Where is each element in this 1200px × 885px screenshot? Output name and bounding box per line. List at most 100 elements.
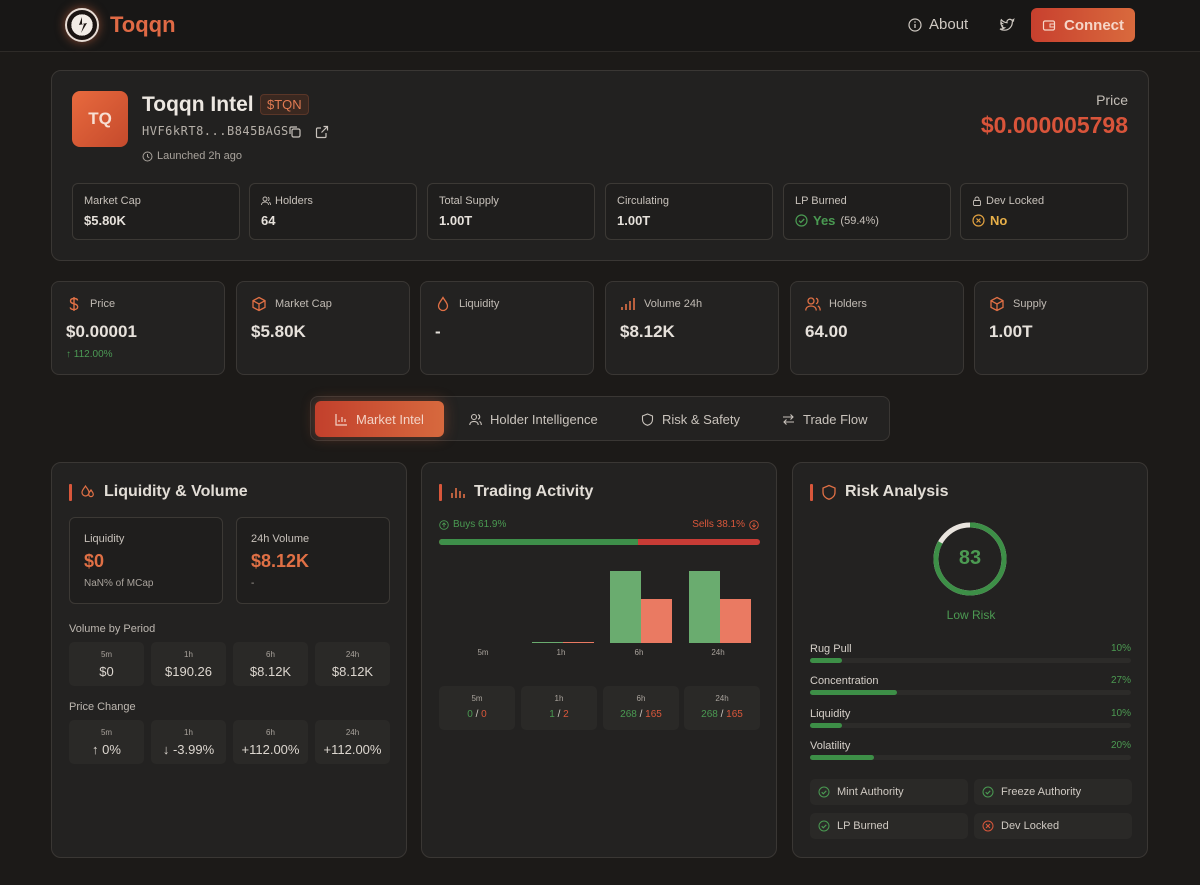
- check-label: Mint Authority: [837, 786, 904, 798]
- price-label: Price: [1096, 92, 1128, 108]
- users-icon: [469, 413, 482, 425]
- cell-value: $8.12K: [331, 664, 374, 679]
- cell-period: 5m: [471, 694, 483, 703]
- separator: /: [636, 709, 646, 720]
- brand-logo-icon[interactable]: [65, 8, 99, 42]
- users-icon: [805, 297, 821, 311]
- connect-label: Connect: [1064, 16, 1124, 34]
- x-tick-label: 6h: [634, 648, 644, 657]
- token-address: HVF6kRT8...B845BAGS: [142, 124, 289, 138]
- stat-value: No: [990, 213, 1008, 228]
- stat-dev-locked: Dev Locked No: [960, 183, 1128, 240]
- check-label: LP Burned: [837, 820, 889, 832]
- tab-market-intel[interactable]: Market Intel: [315, 401, 444, 437]
- cell-period: 24h: [345, 728, 360, 737]
- stat-circulating: Circulating 1.00T: [605, 183, 773, 240]
- brand-name[interactable]: Toqqn: [110, 12, 176, 37]
- factor-fill: [810, 658, 843, 663]
- stat-lp-burned: LP Burned Yes (59.4%): [783, 183, 951, 240]
- cell-value: -3.99%: [172, 742, 215, 757]
- section-tabs: Market Intel Holder Intelligence Risk & …: [310, 396, 890, 441]
- copy-icon[interactable]: [288, 125, 302, 139]
- separator: /: [554, 709, 564, 720]
- clock-icon: [142, 151, 153, 161]
- volume-cell: 5m $0: [69, 642, 144, 686]
- token-symbol-badge: $TQN: [260, 94, 309, 115]
- factor-name: Volatility: [810, 740, 851, 752]
- factor-track: [810, 723, 1131, 728]
- connect-wallet-button[interactable]: Connect: [1031, 8, 1135, 42]
- volume-sub: -: [251, 578, 255, 589]
- volume-cell: 1h $190.26: [151, 642, 226, 686]
- dollar-icon: [69, 297, 79, 311]
- stat-value: 1.00T: [617, 213, 651, 228]
- check-label: Dev Locked: [1001, 820, 1060, 832]
- title-accent-bar: [810, 483, 813, 501]
- factor-percent: 20%: [1110, 740, 1131, 751]
- risk-analysis-panel: Risk Analysis 83 Low Risk Rug Pull 10% C…: [792, 462, 1148, 858]
- cell-period: 1h: [184, 728, 193, 737]
- cell-value: 0%: [102, 742, 121, 757]
- droplet-icon: [437, 296, 449, 312]
- cell-value: +112.00%: [241, 742, 300, 757]
- twitter-icon[interactable]: [998, 16, 1016, 34]
- about-link[interactable]: About: [908, 16, 968, 33]
- liquidity-label: Liquidity: [84, 533, 125, 545]
- stat-label: LP Burned: [795, 195, 847, 207]
- factor-percent: 10%: [1110, 708, 1131, 719]
- tab-risk-safety[interactable]: Risk & Safety: [641, 401, 740, 437]
- cell-value: +112.00%: [323, 742, 382, 757]
- factor-track: [810, 755, 1131, 760]
- about-label: About: [929, 16, 969, 33]
- token-header-card: TQ Toqqn Intel $TQN HVF6kRT8...B845BAGS …: [51, 70, 1149, 261]
- factor-fill: [810, 755, 875, 760]
- cell-value: $190.26: [165, 664, 212, 679]
- buy-count: 1: [549, 709, 555, 720]
- box-icon: [990, 296, 1004, 312]
- separator: /: [717, 709, 727, 720]
- buy-count: 268: [620, 709, 637, 720]
- sell-bar-6h: [641, 598, 672, 643]
- check-dev-locked: Dev Locked: [974, 813, 1132, 839]
- sell-bar-1h: [563, 641, 594, 643]
- stat-label: Market Cap: [84, 195, 141, 207]
- users-icon: [261, 196, 271, 206]
- factor-percent: 10%: [1110, 643, 1131, 654]
- metric-label: Liquidity: [459, 298, 500, 310]
- liquidity-box: Liquidity $0 NaN% of MCap: [69, 517, 223, 604]
- factor-name: Liquidity: [810, 708, 851, 720]
- panel-title: Risk Analysis: [845, 483, 949, 500]
- title-accent-bar: [439, 483, 442, 501]
- sell-bar-24h: [720, 598, 751, 643]
- separator: /: [472, 709, 482, 720]
- liquidity-value: $0: [84, 551, 105, 571]
- launch-time: Launched 2h ago: [142, 150, 242, 162]
- cell-period: 6h: [266, 728, 275, 737]
- cell-period: 6h: [636, 694, 646, 703]
- tab-trade-flow[interactable]: Trade Flow: [782, 401, 868, 437]
- box-icon: [252, 296, 266, 312]
- price-change-label: Price Change: [69, 701, 136, 713]
- panel-title: Liquidity & Volume: [104, 483, 248, 500]
- cell-period: 6h: [266, 650, 275, 659]
- check-circle-icon: [795, 214, 808, 227]
- buy-bar-24h: [689, 571, 720, 643]
- external-link-icon[interactable]: [315, 125, 329, 139]
- swap-arrows-icon: [783, 413, 794, 425]
- factor-track: [810, 658, 1131, 663]
- factor-fill: [810, 723, 843, 728]
- arrow-up-circle-icon: [439, 519, 449, 530]
- cell-period: 24h: [715, 694, 729, 703]
- check-circle-icon: [982, 786, 994, 798]
- metric-label: Holders: [829, 298, 867, 310]
- check-circle-icon: [818, 786, 830, 798]
- metric-volume-24h: Volume 24h $8.12K: [605, 281, 779, 375]
- gauge-fill: [933, 522, 1007, 596]
- volume-24h-box: 24h Volume $8.12K -: [236, 517, 390, 604]
- stat-market-cap: Market Cap $5.80K: [72, 183, 240, 240]
- metric-label: Market Cap: [275, 298, 332, 310]
- cell-period: 1h: [554, 694, 564, 703]
- tab-holder-intelligence[interactable]: Holder Intelligence: [469, 401, 598, 437]
- tab-label: Risk & Safety: [662, 411, 741, 427]
- metric-label: Supply: [1013, 298, 1047, 310]
